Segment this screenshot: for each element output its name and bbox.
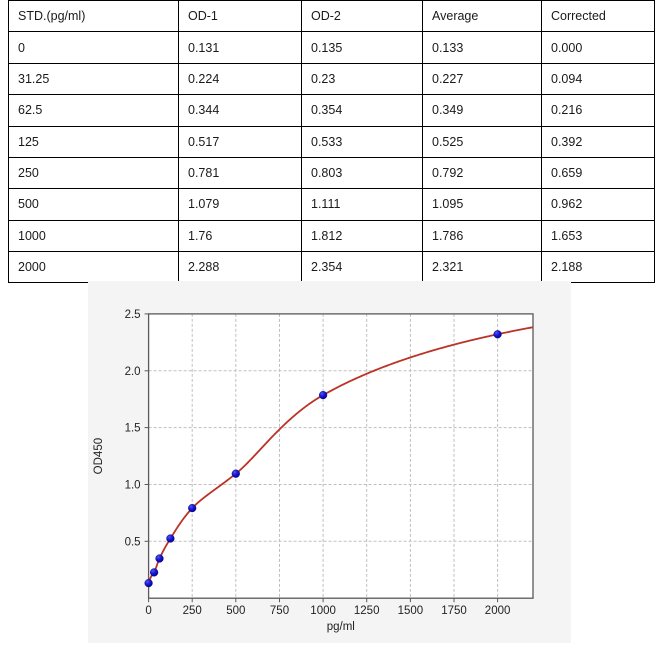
- svg-text:1500: 1500: [398, 605, 424, 617]
- svg-text:250: 250: [183, 605, 202, 617]
- svg-text:2000: 2000: [485, 605, 511, 617]
- svg-text:1250: 1250: [354, 605, 380, 617]
- svg-text:1.5: 1.5: [125, 423, 141, 435]
- svg-text:0.5: 0.5: [125, 536, 141, 548]
- svg-text:500: 500: [226, 605, 245, 617]
- svg-text:1750: 1750: [441, 605, 467, 617]
- svg-text:pg/ml: pg/ml: [327, 621, 355, 633]
- svg-text:750: 750: [270, 605, 289, 617]
- svg-text:1.0: 1.0: [125, 480, 141, 492]
- svg-text:0: 0: [145, 605, 151, 617]
- svg-text:OD450: OD450: [93, 438, 105, 474]
- svg-text:2.5: 2.5: [125, 309, 141, 321]
- svg-text:2.0: 2.0: [125, 366, 141, 378]
- svg-text:1000: 1000: [310, 605, 336, 617]
